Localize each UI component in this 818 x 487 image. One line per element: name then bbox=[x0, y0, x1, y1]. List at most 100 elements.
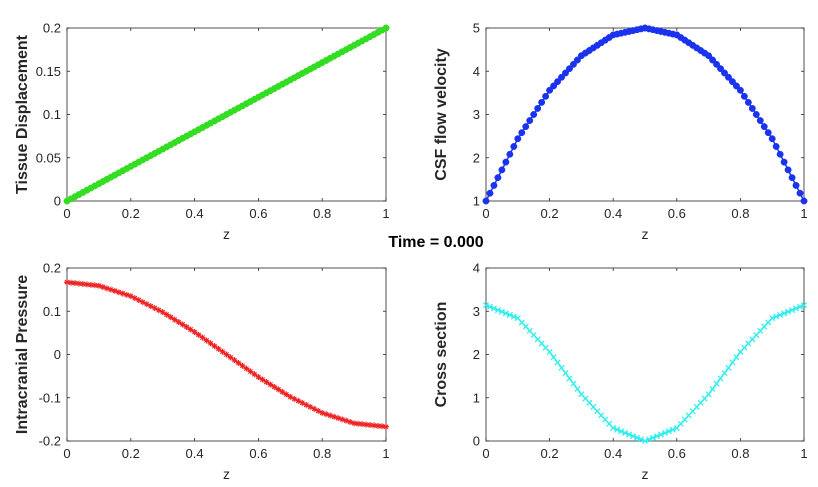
axes-box bbox=[485, 267, 805, 442]
data-point bbox=[143, 301, 150, 308]
data-point bbox=[566, 375, 573, 382]
data-point bbox=[633, 434, 641, 441]
y-tick-label: 4 bbox=[473, 261, 480, 276]
subplot-3: 0 0.2 0.4 0.6 0.8 1 -0.2 -0.1 0 0.1 0.2 z Intracrani… bbox=[14, 261, 390, 483]
data-point bbox=[211, 343, 218, 350]
data-point bbox=[506, 150, 514, 158]
axes-box bbox=[485, 27, 805, 202]
data-point bbox=[788, 174, 796, 182]
data-point bbox=[251, 371, 258, 378]
data-point bbox=[486, 303, 494, 310]
data-point bbox=[263, 378, 270, 385]
data-point bbox=[327, 412, 334, 419]
data-point bbox=[768, 135, 776, 143]
data-point bbox=[283, 391, 290, 398]
data-point bbox=[279, 388, 286, 395]
data-point bbox=[733, 354, 740, 361]
data-point bbox=[203, 337, 210, 344]
y-tick-label: -0.2 bbox=[39, 434, 61, 449]
data-point bbox=[645, 436, 653, 443]
data-point bbox=[800, 302, 808, 309]
data-point bbox=[223, 351, 230, 358]
data-point bbox=[275, 386, 282, 393]
data-point bbox=[792, 305, 800, 312]
x-tick-label: 0.8 bbox=[313, 206, 331, 221]
data-point bbox=[764, 129, 772, 137]
y-tick-label: 0.1 bbox=[43, 304, 61, 319]
data-point bbox=[622, 429, 629, 436]
data-point bbox=[534, 104, 542, 112]
data-point bbox=[705, 52, 713, 60]
data-point bbox=[183, 324, 190, 331]
x-tick-label: 0.8 bbox=[731, 206, 749, 221]
data-point bbox=[573, 56, 581, 64]
x-tick-label: 0.2 bbox=[541, 206, 559, 221]
data-point bbox=[271, 383, 278, 390]
data-point bbox=[800, 197, 808, 205]
data-point bbox=[566, 65, 573, 73]
data-point bbox=[151, 305, 158, 312]
data-point bbox=[383, 423, 389, 430]
data-point bbox=[359, 421, 366, 428]
y-tick-label: 0.2 bbox=[43, 21, 61, 36]
data-point bbox=[311, 405, 318, 412]
data-point bbox=[740, 92, 748, 100]
y-tick-label: 1 bbox=[473, 194, 480, 209]
data-point bbox=[713, 380, 720, 387]
x-tick-label: 0.4 bbox=[604, 446, 622, 461]
data-point bbox=[486, 189, 494, 197]
data-point bbox=[784, 166, 792, 174]
data-point bbox=[291, 395, 298, 402]
data-point bbox=[558, 73, 565, 81]
data-point bbox=[526, 117, 534, 125]
y-tick-label: 4 bbox=[473, 64, 480, 79]
data-point bbox=[717, 65, 724, 73]
data-point bbox=[562, 69, 569, 77]
data-point bbox=[570, 380, 577, 387]
data-point bbox=[99, 284, 106, 291]
data-point bbox=[773, 313, 780, 320]
data-point bbox=[347, 418, 354, 425]
data-point bbox=[267, 381, 274, 388]
data-point bbox=[382, 24, 390, 32]
data-point bbox=[661, 429, 668, 436]
data-point bbox=[171, 316, 178, 323]
x-axis-label: z bbox=[223, 226, 230, 242]
data-point bbox=[231, 357, 238, 364]
data-point bbox=[550, 82, 558, 90]
data-point bbox=[709, 56, 717, 64]
data-point bbox=[780, 158, 788, 166]
y-tick-label: 3 bbox=[473, 304, 480, 319]
data-point bbox=[119, 290, 126, 297]
x-tick-label: 0 bbox=[482, 446, 489, 461]
data-point bbox=[498, 166, 506, 174]
data-point bbox=[514, 135, 522, 143]
data-point bbox=[91, 282, 98, 289]
x-axis-label: z bbox=[642, 466, 649, 482]
y-tick-label: 5 bbox=[473, 21, 480, 36]
x-tick-label: 0 bbox=[63, 446, 70, 461]
x-axis-label: z bbox=[642, 226, 649, 242]
x-tick-label: 0.4 bbox=[186, 446, 204, 461]
data-point bbox=[546, 348, 553, 355]
data-point bbox=[127, 293, 134, 300]
data-point bbox=[729, 359, 736, 366]
y-tick-label: 2 bbox=[473, 347, 480, 362]
data-point bbox=[510, 313, 517, 320]
data-point bbox=[343, 417, 350, 424]
data-point bbox=[375, 422, 382, 429]
data-point bbox=[744, 98, 752, 106]
y-axis-label: Cross section bbox=[433, 302, 450, 408]
data-point bbox=[239, 362, 246, 369]
data-point bbox=[781, 310, 788, 317]
data-point bbox=[307, 403, 314, 410]
data-point bbox=[769, 315, 776, 322]
data-point bbox=[752, 111, 760, 118]
data-point bbox=[167, 314, 174, 321]
data-point bbox=[729, 78, 736, 86]
data-point bbox=[789, 307, 796, 314]
y-tick-label: -0.1 bbox=[39, 390, 61, 405]
data-point bbox=[538, 98, 546, 106]
x-tick-label: 1 bbox=[800, 446, 807, 461]
data-point bbox=[135, 297, 142, 304]
